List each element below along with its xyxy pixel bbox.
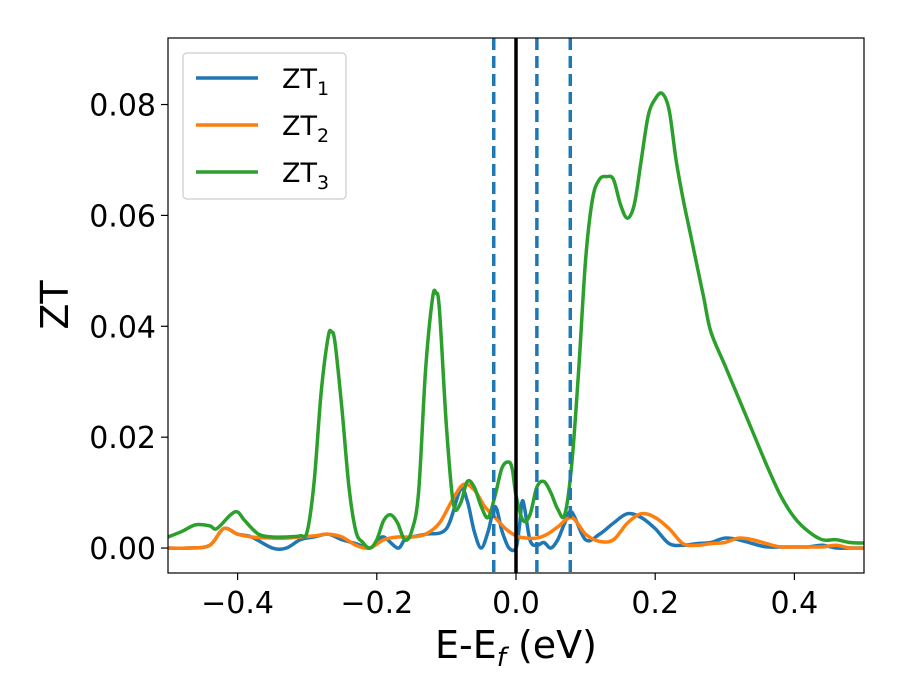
legend-label-1: ZT1 xyxy=(282,64,329,100)
y-axis-ticks: 0.00 0.02 0.04 0.06 0.08 xyxy=(89,89,168,567)
series-line-3 xyxy=(168,91,864,550)
legend-box xyxy=(182,52,347,200)
x-axis-ticks: −0.4 −0.2 0.0 0.2 0.4 xyxy=(201,573,818,621)
y-tick-label: 0.00 xyxy=(89,532,156,567)
legend-label-3: ZT3 xyxy=(282,158,329,194)
x-tick-label: −0.2 xyxy=(340,586,413,621)
x-tick-label: 0.2 xyxy=(631,586,679,621)
vertical-lines-layer xyxy=(491,38,573,573)
series-layer xyxy=(168,91,864,553)
y-axis-label: ZT xyxy=(33,280,77,330)
x-axis-label-unit: (eV) xyxy=(506,623,597,667)
legend-label-2: ZT2 xyxy=(282,111,329,147)
y-tick-label: 0.02 xyxy=(89,421,156,456)
x-tick-label: 0.4 xyxy=(771,586,819,621)
x-tick-label: −0.4 xyxy=(201,586,274,621)
y-tick-label: 0.04 xyxy=(89,310,156,345)
x-axis-label: E-Ef (eV) xyxy=(435,623,597,673)
legend: ZT1 ZT2 ZT3 xyxy=(182,52,347,200)
legend-entries: ZT1 ZT2 ZT3 xyxy=(196,64,329,194)
x-tick-label: 0.0 xyxy=(492,586,540,621)
y-tick-label: 0.08 xyxy=(89,89,156,124)
y-tick-label: 0.06 xyxy=(89,199,156,234)
